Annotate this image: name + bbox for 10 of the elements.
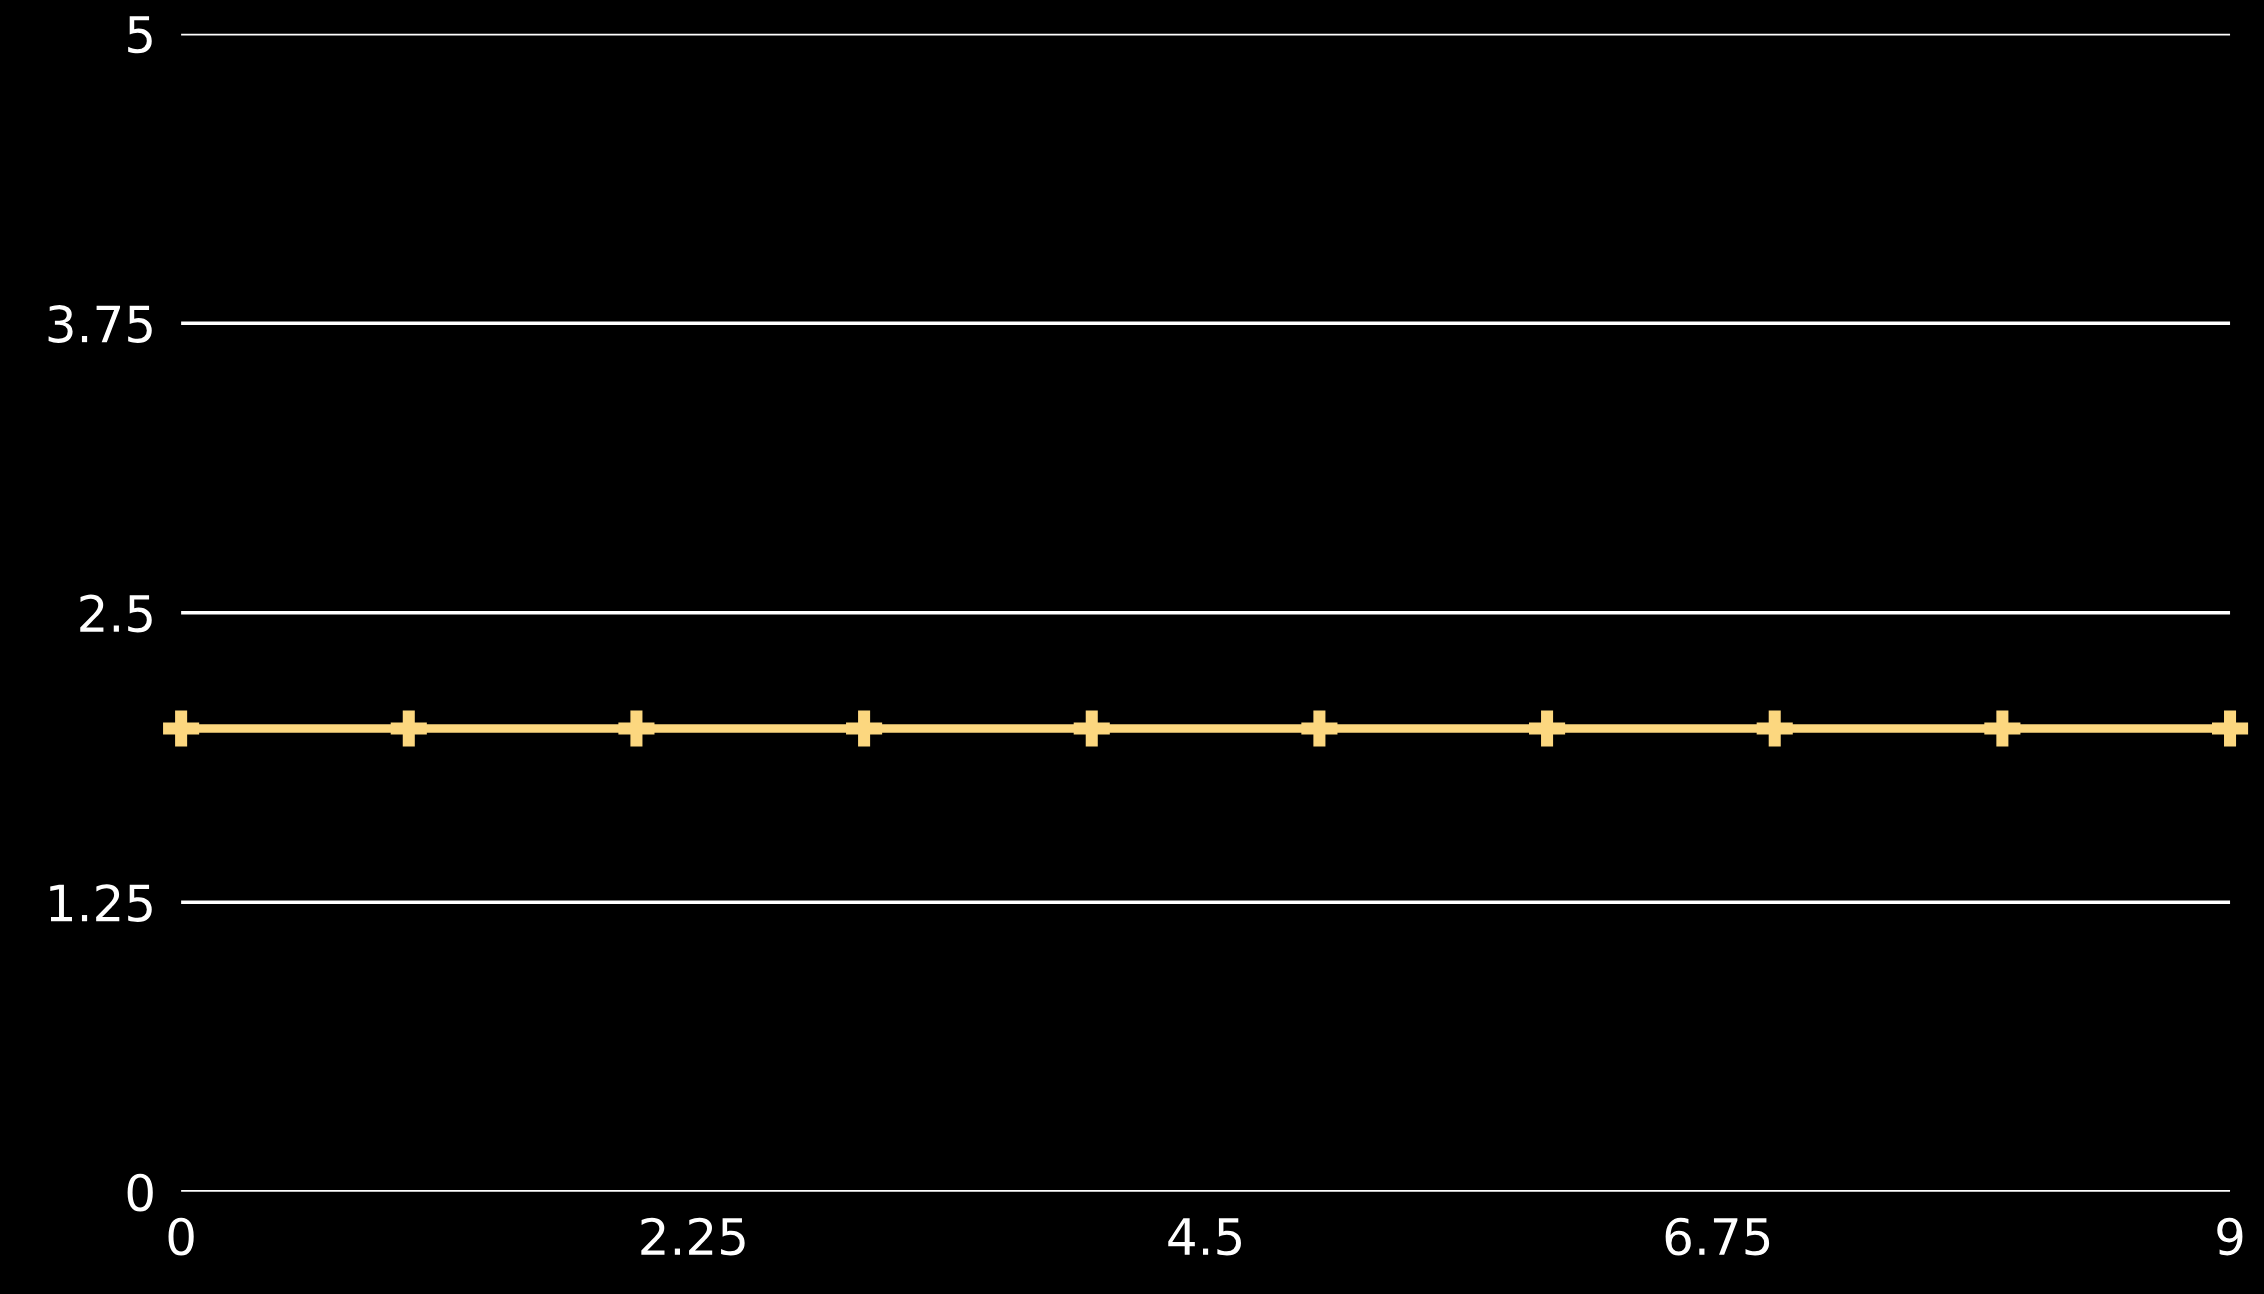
x-tick-label: 4.5	[1168, 1218, 1241, 1256]
x-tick-label: 6.75	[1665, 1217, 1770, 1256]
x-tick-label: 2.25	[641, 1217, 745, 1256]
y-tick-label: 3.75	[48, 305, 152, 343]
x-tick-label: 9	[2217, 1217, 2243, 1256]
y-tick-label: 0	[127, 1173, 153, 1212]
y-tick-label: 5	[128, 16, 152, 54]
y-tick-label: 1.25	[50, 884, 152, 922]
x-tick-label: 0	[168, 1217, 194, 1256]
y-tick-label: 2.5	[80, 594, 152, 633]
